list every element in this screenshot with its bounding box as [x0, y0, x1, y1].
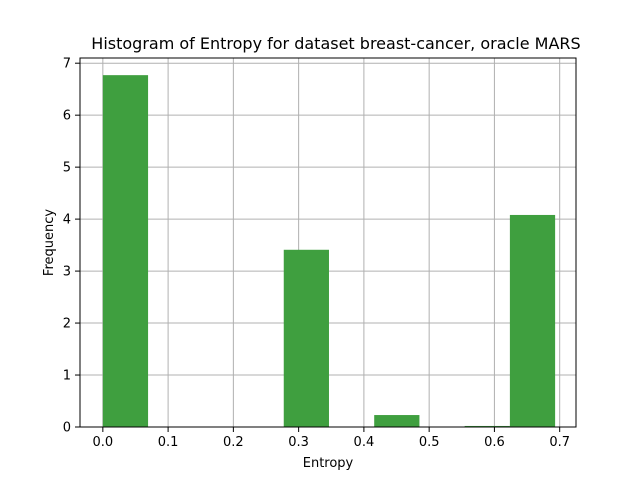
- histogram-bar: [509, 214, 556, 427]
- x-tick-label: 0.7: [549, 435, 570, 450]
- y-tick-label: 5: [63, 161, 71, 176]
- y-tick-label: 0: [63, 421, 71, 436]
- x-axis-label: Entropy: [303, 456, 354, 471]
- histogram-bar: [102, 75, 149, 428]
- y-tick-label: 2: [63, 317, 71, 332]
- bars: [102, 75, 556, 428]
- x-tick-label: 0.6: [484, 435, 505, 450]
- x-tick-label: 0.5: [419, 435, 440, 450]
- y-axis-ticks: 0 1 2 3 4 5 6 7: [63, 57, 80, 436]
- y-tick-label: 3: [63, 265, 71, 280]
- y-axis-label: Frequency: [42, 209, 57, 276]
- x-axis-ticks: 0.0 0.1 0.2 0.3 0.4 0.5 0.6 0.7: [92, 427, 570, 450]
- x-tick-label: 0.3: [288, 435, 309, 450]
- y-tick-label: 6: [63, 109, 71, 124]
- y-tick-label: 1: [63, 369, 71, 384]
- y-tick-label: 4: [63, 213, 71, 228]
- x-tick-label: 0.4: [354, 435, 375, 450]
- histogram-bar: [464, 425, 510, 427]
- x-tick-label: 0.0: [92, 435, 113, 450]
- x-tick-label: 0.2: [223, 435, 244, 450]
- x-tick-label: 0.1: [158, 435, 179, 450]
- y-tick-label: 7: [63, 57, 71, 72]
- plot-frame: [79, 57, 577, 428]
- chart-title: Histogram of Entropy for dataset breast-…: [91, 34, 580, 53]
- histogram-bar: [283, 249, 329, 427]
- histogram-bar: [374, 415, 420, 427]
